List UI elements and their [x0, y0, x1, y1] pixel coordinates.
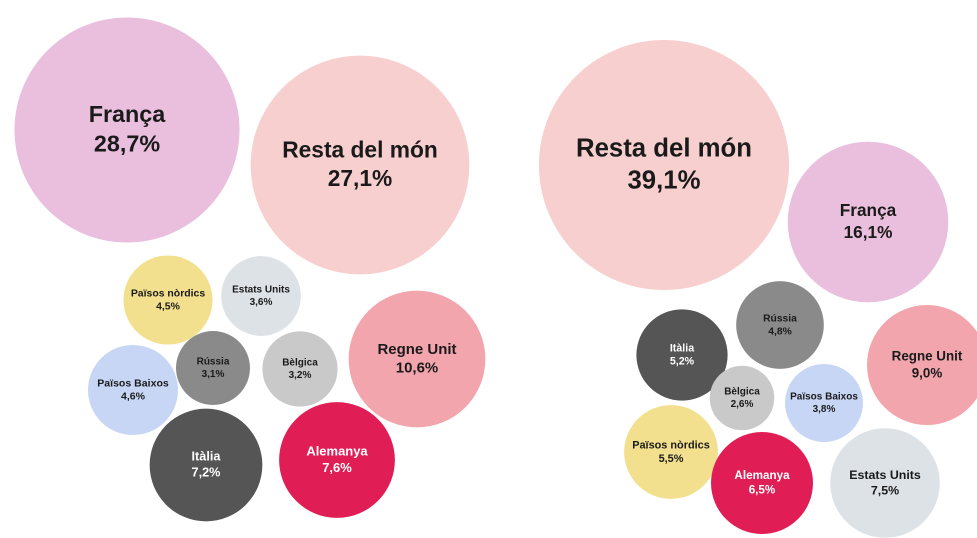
- bubble-value: 7,2%: [192, 466, 221, 480]
- bubble-value: 28,7%: [94, 130, 160, 156]
- bubble: [149, 408, 263, 522]
- bubble-value: 7,6%: [322, 460, 352, 475]
- bubble: [787, 141, 949, 303]
- bubble-label: Països nòrdics: [131, 288, 206, 299]
- bubble-label: Alemanya: [306, 444, 368, 459]
- bubble: [279, 402, 395, 518]
- bubble-value: 4,8%: [768, 326, 792, 337]
- bubble-value: 5,2%: [670, 356, 695, 368]
- bubble-value: 6,5%: [749, 484, 776, 497]
- bubble-value: 39,1%: [627, 167, 700, 195]
- bubble: [709, 365, 775, 431]
- bubble-label: Rússia: [197, 357, 230, 368]
- bubble-value: 16,1%: [844, 222, 893, 242]
- bubble-value: 5,5%: [659, 453, 684, 465]
- bubble-label: Itàlia: [192, 450, 222, 464]
- bubble: [176, 331, 250, 405]
- bubble-value: 9,0%: [912, 365, 943, 380]
- bubble-value: 3,1%: [202, 369, 225, 380]
- bubble: [636, 309, 728, 401]
- bubble-label: Regne Unit: [377, 341, 456, 358]
- bubble-label: Rússia: [763, 314, 797, 325]
- bubble: [785, 364, 863, 442]
- bubble-label: Resta del món: [282, 136, 438, 162]
- bubble-label: França: [840, 200, 897, 220]
- bubble: [262, 331, 338, 407]
- bubble: [221, 256, 301, 336]
- bubble: [123, 255, 213, 345]
- bubble-value: 4,5%: [156, 302, 181, 313]
- bubble-label: França: [89, 101, 167, 127]
- bubble-value: 2,6%: [731, 399, 754, 410]
- bubble-label: Bèlgica: [724, 387, 760, 398]
- bubble: [711, 432, 813, 534]
- bubble-label: Alemanya: [734, 469, 790, 482]
- bubble-value: 10,6%: [396, 360, 439, 377]
- bubble-label: Regne Unit: [892, 349, 963, 364]
- bubble: [830, 428, 940, 538]
- bubble: [250, 55, 470, 275]
- bubble-value: 4,6%: [121, 391, 146, 403]
- bubble-label: Estats Units: [849, 468, 921, 482]
- bubble-label: Països Baixos: [97, 377, 169, 389]
- bubble: [624, 405, 718, 499]
- bubble-value: 3,2%: [289, 370, 312, 381]
- bubble: [87, 344, 179, 436]
- bubble: [14, 17, 240, 243]
- bubble-label: Estats Units: [232, 285, 290, 296]
- bubble-label: Itàlia: [670, 342, 694, 354]
- bubble: [348, 290, 486, 428]
- bubble-label: Països nòrdics: [632, 439, 710, 451]
- bubble-label: Bèlgica: [282, 358, 318, 369]
- bubble-label: Resta del món: [576, 134, 752, 162]
- bubble: [736, 281, 824, 369]
- bubble-value: 3,8%: [813, 404, 836, 415]
- bubble-value: 7,5%: [871, 483, 899, 497]
- bubble: [538, 39, 790, 291]
- bubble-value: 3,6%: [250, 297, 273, 308]
- bubble-value: 27,1%: [328, 165, 393, 191]
- bubble-label: Països Baixos: [790, 392, 858, 403]
- bubble: [867, 305, 977, 425]
